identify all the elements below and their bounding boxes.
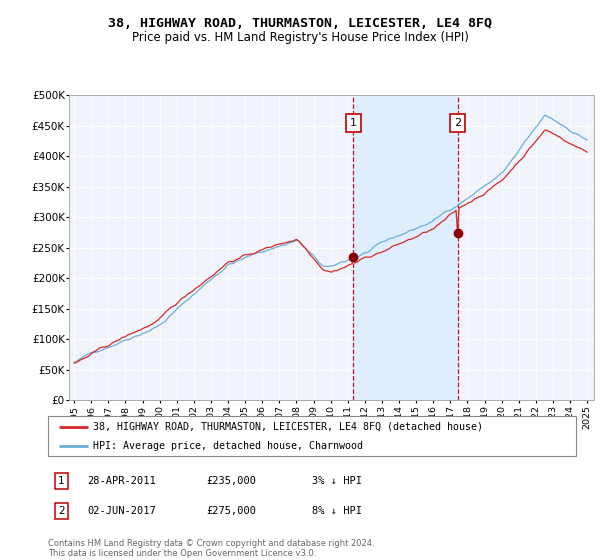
Text: Contains HM Land Registry data © Crown copyright and database right 2024.
This d: Contains HM Land Registry data © Crown c…: [48, 539, 374, 558]
Bar: [353, 95, 458, 400]
Text: 2: 2: [454, 118, 461, 128]
Text: 1: 1: [58, 476, 65, 486]
Text: HPI: Average price, detached house, Charnwood: HPI: Average price, detached house, Char…: [93, 441, 363, 450]
FancyBboxPatch shape: [48, 416, 576, 456]
Text: 3% ↓ HPI: 3% ↓ HPI: [312, 476, 362, 486]
Text: 2: 2: [58, 506, 65, 516]
Text: 02-JUN-2017: 02-JUN-2017: [88, 506, 157, 516]
Text: £275,000: £275,000: [206, 506, 256, 516]
Text: 38, HIGHWAY ROAD, THURMASTON, LEICESTER, LE4 8FQ: 38, HIGHWAY ROAD, THURMASTON, LEICESTER,…: [108, 17, 492, 30]
Text: 1: 1: [350, 118, 357, 128]
Text: 8% ↓ HPI: 8% ↓ HPI: [312, 506, 362, 516]
Text: Price paid vs. HM Land Registry's House Price Index (HPI): Price paid vs. HM Land Registry's House …: [131, 31, 469, 44]
Text: 38, HIGHWAY ROAD, THURMASTON, LEICESTER, LE4 8FQ (detached house): 38, HIGHWAY ROAD, THURMASTON, LEICESTER,…: [93, 422, 483, 432]
Text: £235,000: £235,000: [206, 476, 256, 486]
Text: 28-APR-2011: 28-APR-2011: [88, 476, 157, 486]
